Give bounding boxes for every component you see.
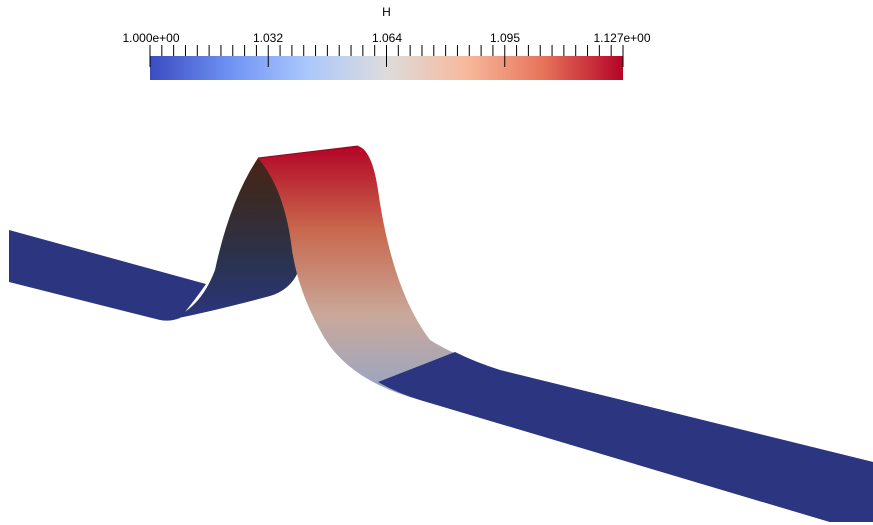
colorbar-ticks [149,45,624,67]
colorbar-label-2: 1.064 [371,31,403,45]
surface-crest-backface [168,158,299,320]
colorbar-label-min: 1.000e+00 [122,31,180,45]
surface-right-strip [378,352,873,522]
surface-left-strip [9,230,206,321]
colorbar-label-max: 1.127e+00 [593,31,651,45]
surface-crest-edge [257,145,359,159]
colorbar-title: H [382,5,391,19]
colorbar-label-3: 1.095 [489,31,521,45]
wave-surface [9,145,873,522]
colorbar-label-1: 1.032 [252,31,284,45]
